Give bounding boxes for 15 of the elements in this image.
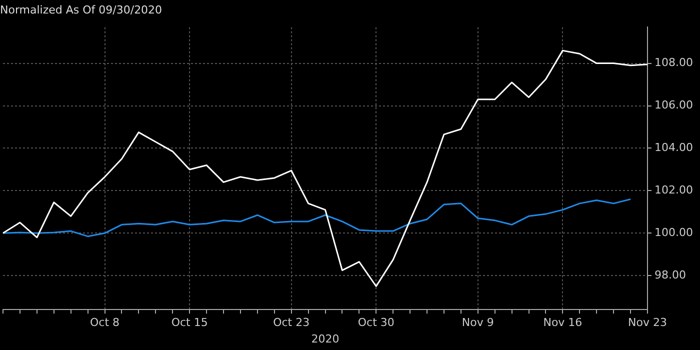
x-tick-label: Oct 23 xyxy=(273,316,310,330)
chart-title: Normalized As Of 09/30/2020 xyxy=(0,3,162,16)
y-tick-label: 100.00 xyxy=(654,226,694,240)
y-tick-label: 98.00 xyxy=(654,268,686,282)
x-axis-title: 2020 xyxy=(311,332,340,346)
y-tick-label: 102.00 xyxy=(654,184,694,197)
x-tick-label: Nov 23 xyxy=(628,316,667,330)
y-tick-label: 108.00 xyxy=(654,56,694,70)
x-tick-label: Nov 9 xyxy=(462,316,494,330)
x-tick-label: Oct 8 xyxy=(90,316,120,330)
x-tick-label: Oct 30 xyxy=(358,316,394,330)
y-tick-label: 104.00 xyxy=(654,141,694,154)
x-tick-label: Oct 15 xyxy=(171,316,208,330)
x-tick-label: Nov 16 xyxy=(543,316,582,330)
y-tick-label: 106.00 xyxy=(654,98,694,112)
